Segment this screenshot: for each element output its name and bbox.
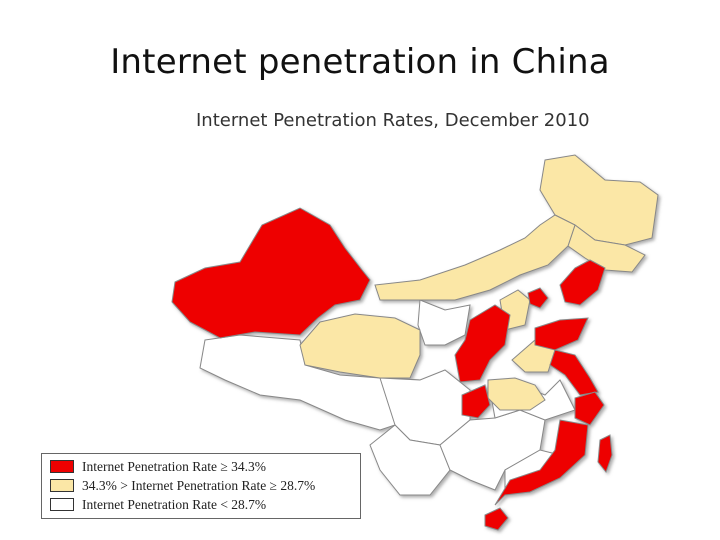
region-taiwan bbox=[597, 434, 613, 474]
legend-swatch-low bbox=[50, 498, 74, 511]
region-heilongjiang bbox=[539, 154, 659, 246]
legend-swatch-mid bbox=[50, 479, 74, 492]
legend-item-high: Internet Penetration Rate ≥ 34.3% bbox=[50, 457, 360, 476]
region-hainan bbox=[484, 507, 509, 531]
legend-swatch-high bbox=[50, 460, 74, 473]
region-zhejiang bbox=[574, 391, 605, 426]
region-beijing-tianjin bbox=[527, 287, 549, 309]
region-qinghai bbox=[299, 313, 421, 379]
region-yunnan bbox=[369, 424, 451, 496]
region-gansu-ningxia bbox=[417, 299, 471, 346]
legend-label-mid: 34.3% > Internet Penetration Rate ≥ 28.7… bbox=[82, 477, 316, 493]
region-chongqing-hubei bbox=[487, 377, 546, 411]
region-shaanxi bbox=[454, 304, 511, 383]
legend-item-low: Internet Penetration Rate < 28.7% bbox=[50, 495, 360, 514]
slide-title: Internet penetration in China bbox=[110, 42, 610, 82]
region-chongqing bbox=[461, 384, 491, 419]
legend-label-high: Internet Penetration Rate ≥ 34.3% bbox=[82, 458, 266, 474]
region-liaoning bbox=[559, 259, 606, 306]
region-xinjiang bbox=[171, 207, 371, 339]
legend-item-mid: 34.3% > Internet Penetration Rate ≥ 28.7… bbox=[50, 476, 360, 495]
map-legend: Internet Penetration Rate ≥ 34.3% 34.3% … bbox=[41, 453, 361, 519]
region-jilin bbox=[567, 224, 646, 273]
map-title: Internet Penetration Rates, December 201… bbox=[196, 110, 590, 131]
region-fujian-guangdong bbox=[494, 419, 589, 506]
region-inner-mongolia bbox=[374, 214, 576, 301]
legend-label-low: Internet Penetration Rate < 28.7% bbox=[82, 496, 267, 512]
region-shandong bbox=[534, 317, 589, 351]
